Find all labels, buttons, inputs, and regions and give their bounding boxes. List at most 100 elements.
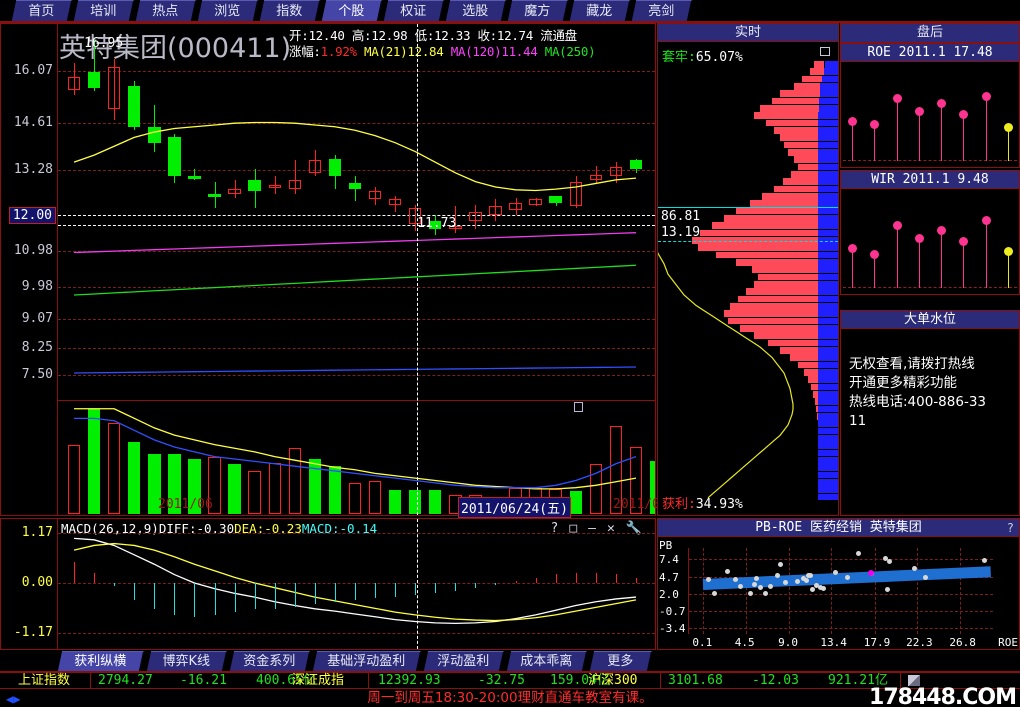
bottom-tab-4[interactable]: 浮动盈利 — [423, 651, 505, 671]
chip-row-blue-58 — [818, 486, 838, 494]
candle-body — [348, 183, 362, 189]
chip-row-blue-57 — [818, 479, 838, 486]
dea-label: DEA: — [234, 521, 265, 536]
macd-plot-area[interactable] — [58, 519, 655, 649]
candle-body — [408, 208, 422, 225]
help-icon[interactable]: ? — [1006, 521, 1014, 535]
chip-row-blue-44 — [818, 383, 838, 391]
chip-row-blue-52 — [818, 442, 838, 450]
candle-wick — [415, 204, 417, 232]
scatter-xtick-4: 17.9 — [863, 636, 891, 649]
candle-body — [168, 137, 181, 177]
wir-header: WIR 2011.1 9.48 — [841, 171, 1019, 189]
macd-window-button-3[interactable]: ✕ — [606, 521, 622, 536]
bottom-tab-label: 资金系列 — [243, 654, 296, 669]
profit-value: 34.93% — [695, 497, 743, 512]
scatter-plot-body: PB 7.4 4.7 2.0 -0.7 -3.4 0.1 4.5 9.0 13.4 17.9 22.… — [658, 538, 1019, 649]
wir-panel[interactable]: WIR 2011.1 9.48 — [840, 170, 1020, 295]
chip-row-red-33 — [730, 303, 824, 310]
chip-row-blue-38 — [818, 339, 838, 347]
scatter-point-13 — [782, 580, 788, 586]
chip-row-blue-55 — [818, 464, 838, 472]
chip-row-blue-11 — [818, 141, 838, 149]
price-gridline-8 — [58, 374, 655, 376]
kline-plot-area[interactable]: 16.95 11.73 — [58, 24, 655, 515]
bottom-tab-5[interactable]: 成本乖离 — [506, 651, 588, 671]
chip-row-red-26 — [716, 251, 824, 259]
after-hours-title[interactable]: 盘后 — [841, 24, 1019, 42]
price-tick-4: 10.98 — [13, 243, 53, 259]
scatter-header[interactable]: PB-ROE 医药经销 英特集团 ? — [658, 519, 1019, 537]
chip-row-red-32 — [738, 295, 824, 303]
chip-distribution-panel[interactable]: 实时 套牢:65.07% 86.81 13.19 获利:34.93% — [657, 23, 839, 516]
macd-window-button-4[interactable]: 🔧 — [625, 521, 649, 536]
nav-tab-3[interactable]: 浏览 — [197, 0, 259, 21]
roe-panel[interactable]: ROE 2011.1 17.48 — [840, 43, 1020, 168]
candle-wick — [455, 206, 457, 234]
chip-row-red-7 — [754, 112, 824, 120]
wir-baseline — [843, 287, 1017, 288]
chip-row-blue-22 — [818, 222, 838, 230]
scatter-xtick-5: 22.3 — [906, 636, 933, 649]
price-gridline-5 — [58, 286, 655, 288]
nav-tab-1[interactable]: 培训 — [73, 0, 135, 21]
macd-window-button-2[interactable]: — — [588, 521, 603, 536]
ticker-message: 周一到周五18:30-20:00理财直通车教室有课。 — [367, 690, 653, 706]
roe-lollipop-head-4 — [937, 99, 947, 109]
kline-chart-panel[interactable]: 英特集团(000411) 开:12.40 高:12.98 低:12.33 收:1… — [0, 23, 668, 518]
chart-icon[interactable] — [908, 675, 920, 686]
macd-window-button-1[interactable]: □ — [569, 521, 585, 536]
bottom-tab-1[interactable]: 博弈K线 — [146, 651, 228, 671]
ma250-label: MA(250) — [544, 44, 596, 59]
profit-label: 获利: — [662, 497, 696, 512]
bottom-tab-6[interactable]: 更多 — [589, 651, 653, 671]
chip-row-red-4 — [780, 90, 824, 98]
nav-tab-7[interactable]: 选股 — [445, 0, 507, 21]
scatter-point-27 — [882, 555, 888, 561]
pb-roe-scatter-panel[interactable]: PB-ROE 医药经销 英特集团 ? PB 7.4 4.7 2.0 -0.7 -3.4 0… — [657, 518, 1020, 650]
nav-tab-8[interactable]: 魔方 — [507, 0, 569, 21]
status-separator-0 — [90, 673, 91, 689]
price-gridline-4 — [58, 251, 655, 253]
nav-tab-6[interactable]: 权证 — [383, 0, 445, 21]
nav-tab-10[interactable]: 亮剑 — [631, 0, 693, 21]
scatter-point-24 — [845, 575, 851, 581]
macd-histogram-bar-2 — [114, 583, 116, 587]
scatter-xtick-6: 26.8 — [949, 636, 976, 649]
scatter-point-10 — [768, 583, 774, 589]
window-control-buttons[interactable]: ? □ — ✕ 🔧 — [547, 521, 650, 536]
chip-row-blue-53 — [818, 449, 838, 457]
bottom-tab-2[interactable]: 资金系列 — [229, 651, 311, 671]
roe-lollipop-stem-2 — [896, 99, 898, 161]
chip-panel-header[interactable]: 实时 — [658, 24, 838, 42]
chip-row-red-3 — [794, 83, 824, 90]
nav-tab-9[interactable]: 藏龙 — [569, 0, 631, 21]
index-value-1: 12392.93 — [378, 673, 441, 688]
wir-lollipop-head-2 — [892, 221, 902, 231]
candle-body — [228, 188, 241, 195]
ticker-arrows-icon[interactable]: ◀▶ — [6, 692, 21, 706]
scatter-point-5 — [748, 590, 754, 596]
candle-body — [489, 206, 502, 216]
chip-plot-area: 套牢:65.07% 86.81 13.19 — [658, 43, 838, 515]
nav-tab-5[interactable]: 个股 — [321, 0, 383, 21]
after-hours-header-panel[interactable]: 盘后 — [840, 23, 1020, 43]
scatter-point-32 — [981, 557, 987, 563]
chip-row-blue-33 — [818, 303, 838, 310]
macd-indicator-panel[interactable]: MACD(26,12,9)DIFF:-0.30DEA:-0.23MACD:-0.… — [0, 518, 656, 650]
nav-tab-0[interactable]: 首页 — [11, 0, 73, 21]
big-order-panel[interactable]: 大单水位 无权查看,请拨打热线 开通更多精彩功能 热线电话:400-886-33 11 — [840, 310, 1020, 516]
top-navigation-bar: 首页 培训 热点 浏览 指数 个股 权证 选股 魔方 藏龙 亮剑 — [0, 0, 1020, 23]
scatter-gridline-v-2 — [789, 548, 791, 634]
nav-tab-label: 权证 — [400, 4, 427, 19]
macd-window-button-0[interactable]: ? — [550, 521, 566, 536]
bottom-tab-3[interactable]: 基础浮动盈利 — [312, 651, 422, 671]
nav-tab-2[interactable]: 热点 — [135, 0, 197, 21]
wir-lollipop-stem-0 — [852, 249, 854, 288]
chip-row-red-38 — [768, 339, 824, 347]
nav-tab-4[interactable]: 指数 — [259, 0, 321, 21]
wir-lollipop-head-7 — [1003, 247, 1013, 256]
index-amount-0: 400.65亿 — [256, 673, 316, 688]
candle-wick — [375, 186, 377, 205]
bottom-tab-0[interactable]: 获利纵横 — [57, 651, 145, 671]
